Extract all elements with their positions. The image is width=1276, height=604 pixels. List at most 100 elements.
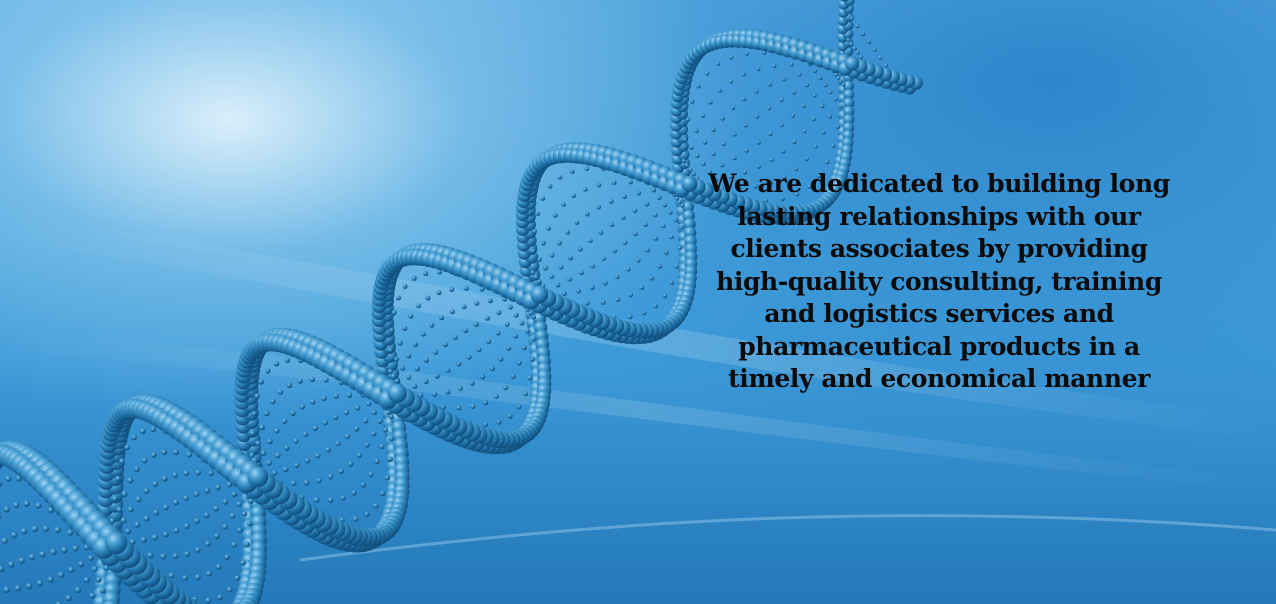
helix-bead: [8, 561, 15, 568]
helix-bead: [299, 404, 305, 410]
helix-bead: [266, 460, 272, 466]
helix-bead: [651, 187, 656, 193]
helix-bead: [402, 284, 408, 289]
helix-bead: [373, 503, 379, 509]
helix-bead: [662, 202, 668, 208]
helix-bead: [772, 63, 777, 69]
helix-bead: [338, 468, 344, 474]
helix-bead: [463, 328, 469, 334]
helix-bead: [304, 458, 311, 464]
helix-bead: [690, 99, 695, 104]
helix-bead: [507, 413, 513, 419]
helix-bead: [147, 552, 154, 559]
helix-bead: [3, 506, 10, 513]
helix-bead: [213, 505, 220, 512]
helix-bead: [645, 247, 650, 253]
helix-bead: [841, 82, 846, 87]
helix-bead: [516, 404, 522, 410]
helix-bead: [674, 196, 680, 201]
helix-bead: [215, 563, 222, 570]
helix-bead: [627, 314, 633, 320]
helix-bead: [668, 210, 673, 215]
helix-bead: [315, 452, 321, 459]
helix-bead: [716, 61, 721, 67]
helix-bead: [251, 410, 257, 417]
helix-bead: [50, 548, 57, 556]
helix-bead: [571, 193, 576, 199]
helix-bead: [767, 82, 773, 87]
helix-bead: [143, 488, 150, 494]
helix-bead: [312, 425, 318, 431]
helix-bead: [717, 88, 723, 93]
helix-bead: [657, 195, 662, 200]
helix-bead: [790, 113, 796, 118]
helix-bead: [87, 555, 94, 561]
helix-bead: [172, 553, 179, 559]
helix-bead: [265, 368, 271, 374]
helix-bead: [643, 222, 648, 227]
helix-bead: [780, 196, 785, 202]
helix-bead: [470, 404, 476, 409]
helix-bead: [125, 528, 132, 535]
helix-bead: [531, 336, 536, 342]
helix-bead: [39, 551, 46, 558]
helix-bead: [449, 309, 455, 315]
helix-bead: [632, 208, 638, 213]
helix-bead: [264, 410, 270, 417]
helix-bead: [323, 377, 329, 383]
helix-bead: [466, 354, 472, 360]
helix-bead: [172, 472, 179, 478]
helix-bead: [696, 84, 701, 89]
helix-bead: [134, 521, 141, 528]
helix-bead: [244, 541, 250, 548]
helix-bead: [821, 130, 826, 135]
helix-bead: [321, 395, 327, 402]
helix-bead: [214, 533, 220, 539]
helix-bead: [434, 373, 440, 379]
helix-bead: [794, 167, 799, 172]
helix-bead: [782, 175, 787, 180]
helix-bead: [65, 595, 72, 602]
helix-bead: [688, 167, 693, 172]
helix-bead: [183, 495, 189, 501]
helix-bead: [247, 466, 269, 488]
helix-bead: [508, 304, 513, 310]
helix-bead: [568, 255, 573, 261]
helix-bead: [416, 303, 421, 309]
helix-bead: [503, 385, 509, 391]
helix-bead: [236, 501, 243, 507]
helix-bead: [121, 491, 128, 497]
helix-bead: [681, 175, 698, 192]
helix-bead: [644, 201, 650, 207]
helix-bead: [72, 545, 79, 552]
helix-bead: [91, 565, 98, 572]
helix-bead: [437, 269, 442, 275]
helix-bead: [150, 452, 157, 458]
helix-bead: [744, 148, 749, 153]
helix-bead: [767, 106, 772, 111]
helix-bead: [387, 368, 394, 375]
helix-bead: [797, 72, 802, 77]
helix-bead: [540, 196, 546, 201]
helix-bead: [495, 330, 501, 336]
helix-bead: [246, 520, 253, 527]
helix-bead: [474, 300, 480, 306]
helix-bead: [496, 310, 502, 316]
helix-bead: [238, 601, 253, 604]
helix-bead: [313, 497, 320, 503]
helix-bead: [234, 575, 241, 581]
helix-bead: [310, 399, 316, 405]
helix-bead: [186, 451, 193, 458]
helix-bead: [152, 481, 159, 487]
helix-bead: [374, 458, 380, 465]
helix-bead: [111, 495, 118, 502]
helix-bead: [400, 365, 406, 371]
helix-bead: [456, 361, 462, 367]
helix-bead: [585, 300, 590, 306]
helix-bead: [396, 295, 401, 301]
helix-bead: [600, 300, 606, 305]
helix-bead: [577, 246, 583, 252]
helix-bead: [523, 391, 529, 397]
helix-bead: [694, 128, 699, 134]
